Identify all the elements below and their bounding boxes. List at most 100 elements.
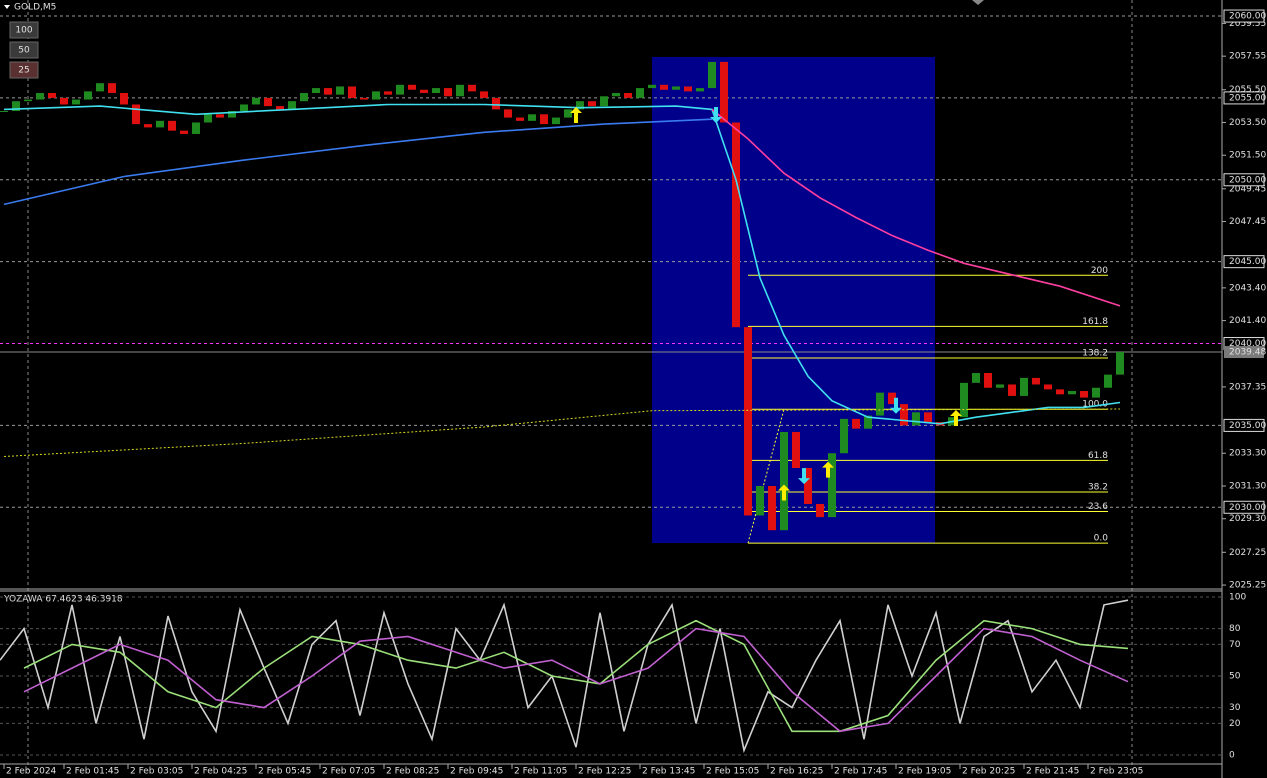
x-tick-label: 2 Feb 01:45 [66,767,119,777]
x-tick-label: 2 Feb 23:05 [1090,767,1143,777]
candle [840,418,848,454]
scroll-marker [972,0,984,5]
candle [264,97,272,107]
y-tick-label: 2025.25 [1229,581,1266,591]
candle [84,91,92,100]
candle [456,84,464,97]
indicator-line [23,627,1129,733]
level-box [1223,500,1265,514]
candle [444,88,452,97]
candle [780,431,788,531]
indicator-line [0,599,1129,754]
candle [108,83,116,94]
candle [432,88,440,94]
y-tick-label: 2041.40 [1229,316,1266,326]
level-label: 2060.00 [1229,12,1266,22]
fib-label: 161.8 [1082,317,1108,327]
x-tick-label: 2 Feb 19:05 [898,767,951,777]
candle [144,124,152,128]
candle [312,88,320,94]
indicator-line [23,619,1129,733]
x-tick-label: 2 Feb 11:05 [514,767,567,777]
candle [900,404,908,426]
symbol-label: GOLD,M5 [14,3,56,13]
y-tick-label: 2053.50 [1229,118,1266,128]
candle [672,86,680,90]
y-tick-label: 2043.40 [1229,283,1266,293]
candle [1008,384,1016,396]
candle [696,88,704,92]
x-tick-label: 2 Feb 15:05 [706,767,759,777]
y-tick-label: 2037.35 [1229,382,1266,392]
candle [816,504,824,518]
candle [288,101,296,110]
zoom-button[interactable] [9,61,39,79]
candle [276,106,284,110]
candle [984,373,992,388]
level-box [1223,91,1265,105]
y-tick-label: 2029.30 [1229,514,1266,524]
signal-arrow [890,397,902,414]
candle [324,88,332,95]
candle [1092,387,1100,398]
osc-tick-label: 50 [1229,672,1241,682]
candle [216,114,224,118]
fib-label: 138.2 [1082,349,1108,359]
x-tick-label: 2 Feb 21:45 [1026,767,1079,777]
candle [300,93,308,102]
x-tick-label: 2 Feb 17:45 [834,767,887,777]
zoom-button[interactable] [9,41,39,59]
symbol-menu-icon[interactable] [4,5,10,9]
candle [528,114,536,121]
level-box [1223,9,1265,23]
x-tick-label: 2 Feb 07:05 [322,767,375,777]
x-tick-label: 2 Feb 04:25 [194,767,247,777]
candle [180,130,188,134]
x-tick-label: 2 Feb 2024 [6,767,57,777]
y-tick-label: 2051.50 [1229,151,1266,161]
osc-tick-label: 30 [1229,703,1241,713]
candle [876,392,884,416]
signal-arrow [822,461,834,478]
candle [648,84,656,89]
candle [336,86,344,95]
level-label: 2045.00 [1229,257,1266,267]
candle [612,93,620,97]
candle [384,91,392,95]
highlight-zone [652,57,935,543]
zoom-button-label[interactable]: 50 [18,46,30,56]
level-label: 2035.00 [1229,421,1266,431]
zoom-button-label[interactable]: 100 [15,26,32,36]
zoom-button[interactable] [9,21,39,39]
x-tick-label: 2 Feb 12:25 [578,767,631,777]
osc-tick-label: 20 [1229,719,1241,729]
candle [828,453,836,518]
candle [480,91,488,98]
indicator-line [3,408,1121,457]
candle [888,392,896,405]
candle [1056,389,1064,395]
candle [420,89,428,94]
candle [564,109,572,118]
candle [1116,352,1124,375]
level-label: 2030.00 [1229,503,1266,513]
indicator-line [3,118,713,206]
indicator-line [711,108,1121,307]
candle [1068,391,1076,395]
candle [912,412,920,426]
alert-label: 2040.00 [1229,339,1266,349]
osc-tick-label: 0 [1229,751,1235,761]
candle [252,97,260,105]
zoom-button-label[interactable]: 25 [18,66,29,76]
candle [744,327,752,516]
y-tick-label: 2049.45 [1229,184,1266,194]
candle [24,99,32,102]
level-box [1223,173,1265,187]
signal-arrow [798,468,810,485]
candle [240,104,248,112]
x-tick-label: 2 Feb 13:45 [642,767,695,777]
x-tick-label: 2 Feb 03:05 [130,767,183,777]
